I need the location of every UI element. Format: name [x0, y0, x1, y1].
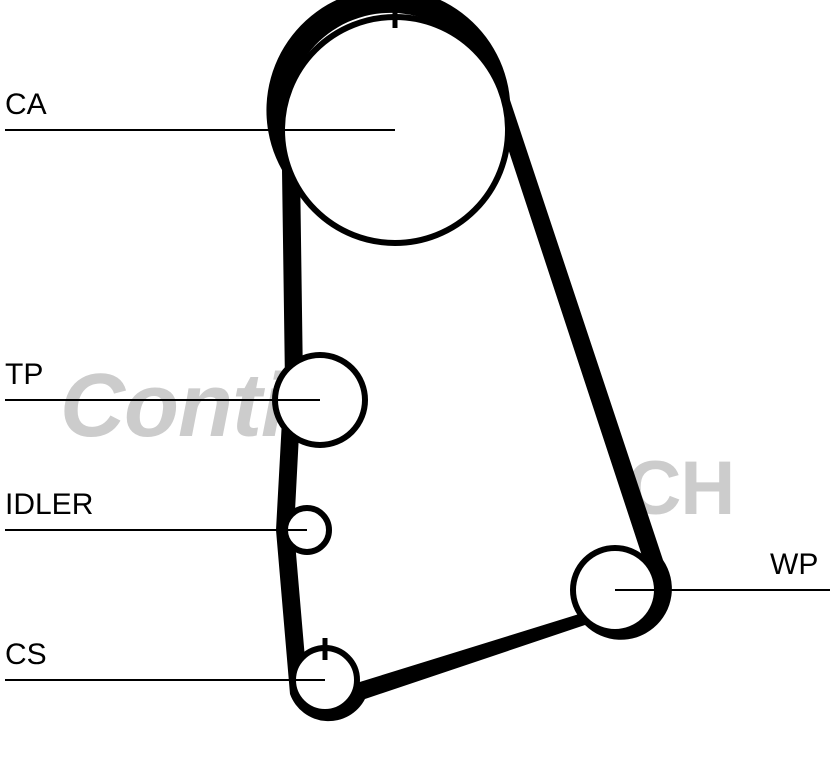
label-cs: CS	[5, 638, 47, 672]
belt-diagram	[0, 0, 835, 771]
label-tp: TP	[5, 358, 43, 392]
label-ca: CA	[5, 88, 47, 122]
label-idler: IDLER	[5, 488, 93, 522]
label-wp: WP	[770, 548, 818, 582]
